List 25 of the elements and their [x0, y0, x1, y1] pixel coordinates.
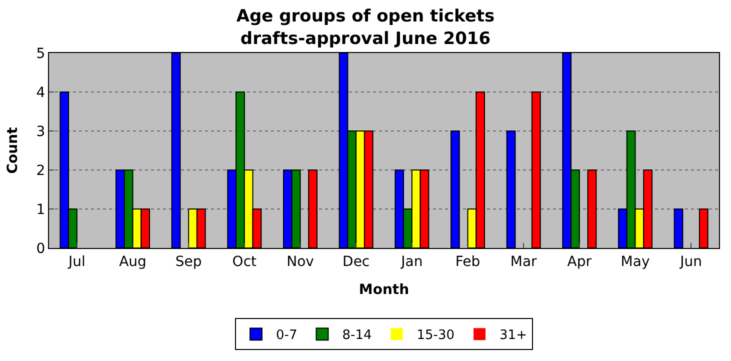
x-tick-label: Mar [510, 254, 538, 270]
x-tick-label: Apr [567, 254, 592, 270]
y-tick-label: 0 [36, 240, 46, 257]
y-axis-title: Count [4, 126, 21, 174]
x-tick-label: Jun [679, 254, 702, 270]
chart-title: Age groups of open tickets drafts-approval June 2016 [236, 6, 495, 49]
x-tick-label: Jan [400, 254, 423, 270]
x-tick-label: Jul [67, 254, 86, 270]
x-tick-label: Nov [286, 254, 314, 270]
y-tick-label: 1 [36, 202, 46, 218]
x-tick-label: May [620, 254, 650, 270]
x-tick-label: Dec [342, 254, 370, 270]
x-tick-label: Oct [232, 254, 258, 270]
legend-label: 31+ [500, 328, 527, 344]
y-tick-label: 2 [36, 162, 46, 179]
y-tick-label: 4 [36, 84, 46, 101]
legend-label: 15-30 [416, 328, 455, 344]
x-axis-title: Month [358, 282, 410, 298]
legend-label: 0-7 [276, 328, 298, 344]
y-tick-label: 5 [36, 46, 46, 62]
x-tick-label: Sep [175, 254, 202, 270]
x-tick-label: Feb [455, 254, 480, 270]
legend-label: 8-14 [342, 328, 372, 344]
x-tick-label: Aug [119, 254, 146, 270]
y-tick-label: 3 [36, 124, 46, 140]
